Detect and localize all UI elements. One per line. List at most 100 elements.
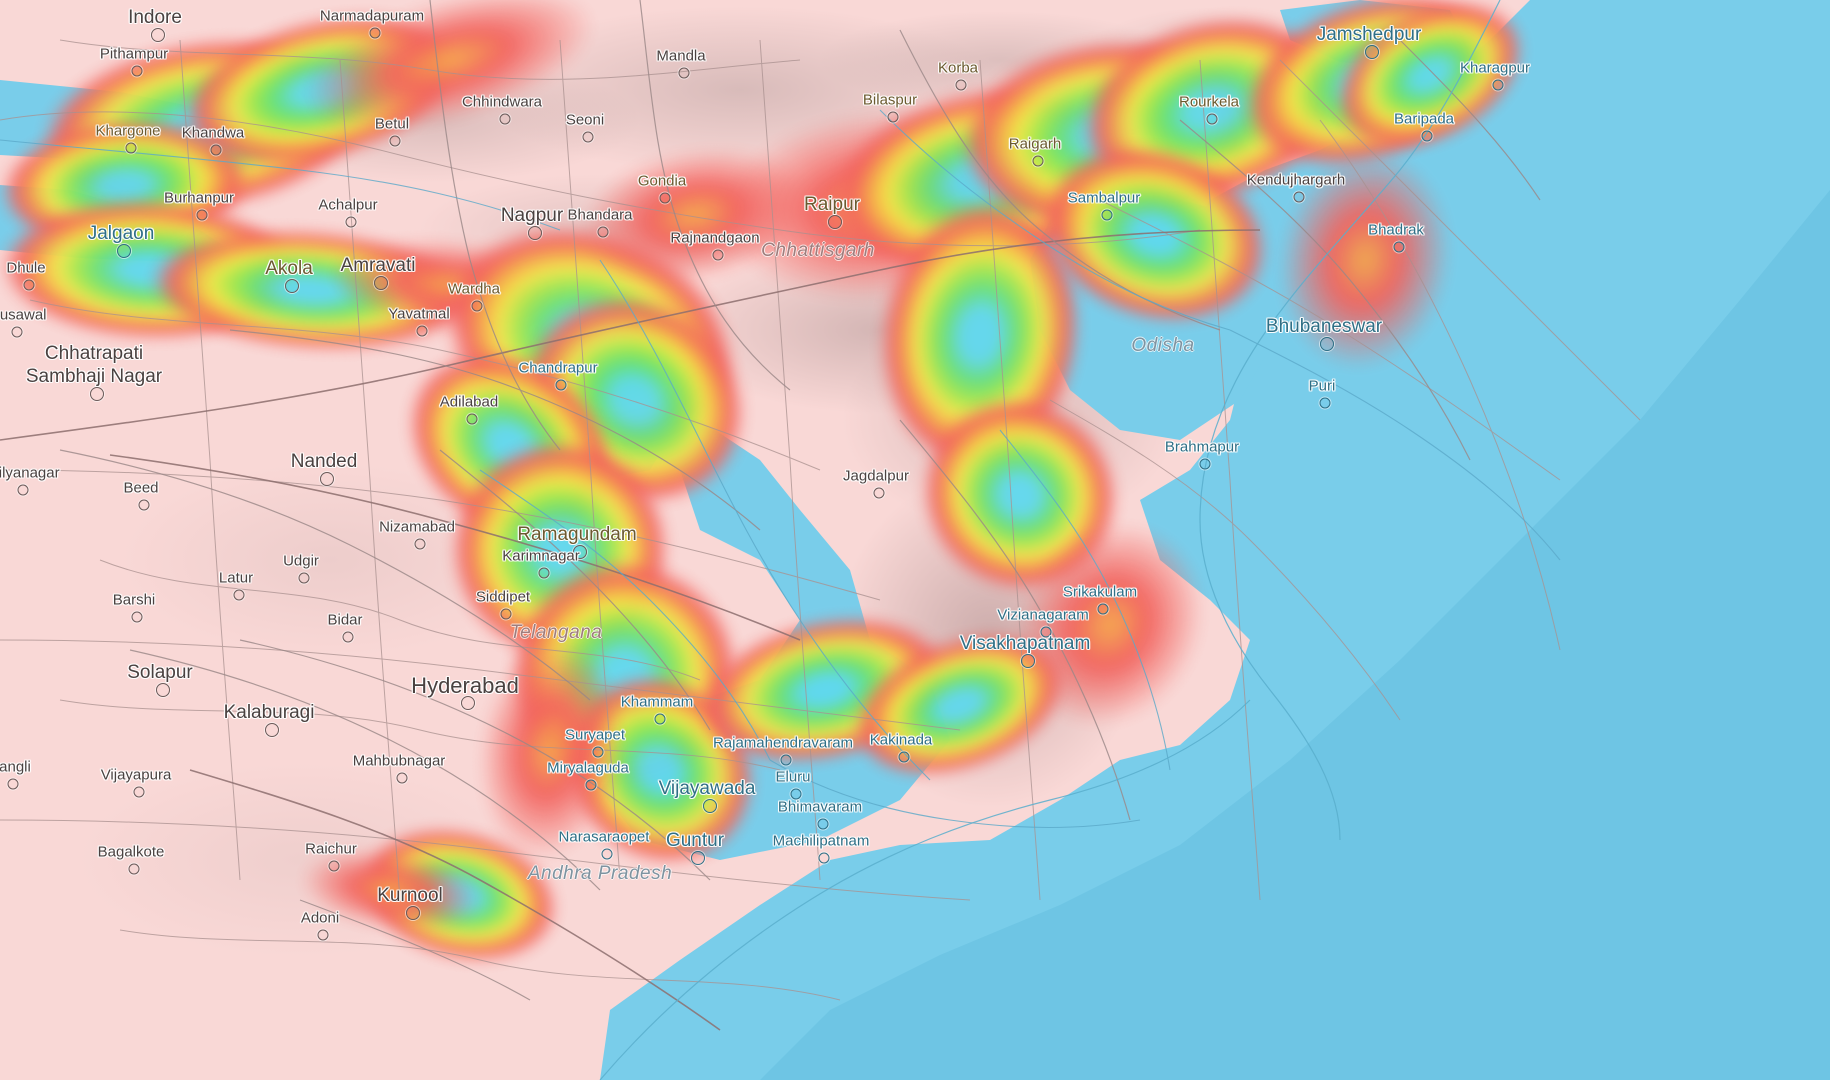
city-marker-icon[interactable] (117, 244, 131, 258)
city-label[interactable]: Adilabad (439, 393, 499, 411)
city-label[interactable]: Raigarh (1008, 135, 1062, 153)
city-label[interactable]: Baripada (1393, 110, 1455, 128)
city-marker-icon[interactable] (1421, 130, 1433, 142)
city-label[interactable]: Wardha (448, 280, 500, 298)
city-marker-icon[interactable] (131, 611, 143, 623)
city-marker-icon[interactable] (285, 279, 299, 293)
city-label[interactable]: Ramagundam (517, 524, 637, 545)
city-label[interactable]: Machilipatnam (772, 832, 870, 850)
city-marker-icon[interactable] (499, 113, 511, 125)
city-label[interactable]: Bilaspur (862, 91, 918, 109)
city-label[interactable]: Indore (128, 7, 182, 28)
city-marker-icon[interactable] (1032, 155, 1044, 167)
city-label[interactable]: Seoni (565, 111, 605, 129)
city-label[interactable]: Chandrapur (518, 359, 598, 377)
city-marker-icon[interactable] (955, 79, 967, 91)
city-label[interactable]: Khandwa (181, 124, 245, 142)
city-marker-icon[interactable] (471, 300, 483, 312)
city-marker-icon[interactable] (345, 216, 357, 228)
city-label[interactable]: Dhule (6, 259, 46, 277)
city-marker-icon[interactable] (461, 696, 475, 710)
city-marker-icon[interactable] (151, 28, 165, 42)
city-label[interactable]: Sambalpur (1067, 189, 1141, 207)
city-marker-icon[interactable] (265, 723, 279, 737)
city-label[interactable]: Vizianagaram (997, 606, 1089, 624)
city-marker-icon[interactable] (233, 589, 245, 601)
city-label[interactable]: Eluru (775, 768, 811, 786)
city-marker-icon[interactable] (659, 192, 671, 204)
city-label[interactable]: Rajnandgaon (670, 229, 760, 247)
city-marker-icon[interactable] (817, 818, 829, 830)
city-label[interactable]: Rajamahendravaram (712, 734, 854, 752)
city-marker-icon[interactable] (374, 276, 388, 290)
city-marker-icon[interactable] (342, 631, 354, 643)
city-label[interactable]: Vijayapura (100, 766, 172, 784)
city-marker-icon[interactable] (528, 226, 542, 240)
city-marker-icon[interactable] (328, 860, 340, 872)
city-marker-icon[interactable] (1293, 191, 1305, 203)
city-label[interactable]: Udgir (283, 552, 319, 570)
city-marker-icon[interactable] (128, 863, 140, 875)
city-marker-icon[interactable] (1492, 79, 1504, 91)
city-marker-icon[interactable] (654, 713, 666, 725)
city-marker-icon[interactable] (828, 215, 842, 229)
city-marker-icon[interactable] (298, 572, 310, 584)
city-marker-icon[interactable] (582, 131, 594, 143)
city-label[interactable]: Raichur (305, 840, 357, 858)
city-marker-icon[interactable] (1040, 626, 1052, 638)
city-marker-icon[interactable] (1097, 603, 1109, 615)
city-marker-icon[interactable] (1199, 458, 1211, 470)
city-marker-icon[interactable] (414, 538, 426, 550)
city-label[interactable]: Betul (374, 115, 410, 133)
city-marker-icon[interactable] (780, 754, 792, 766)
city-label[interactable]: Khammam (620, 693, 694, 711)
city-label[interactable]: Kurnool (377, 885, 443, 906)
city-marker-icon[interactable] (1206, 113, 1218, 125)
city-marker-icon[interactable] (90, 387, 104, 401)
city-label[interactable]: Pithampur (99, 45, 169, 63)
city-label[interactable]: Suryapet (564, 726, 626, 744)
city-marker-icon[interactable] (573, 545, 587, 559)
city-marker-icon[interactable] (500, 608, 512, 620)
city-marker-icon[interactable] (1319, 397, 1331, 409)
city-label[interactable]: Kendujhargarh (1246, 171, 1346, 189)
city-marker-icon[interactable] (691, 851, 705, 865)
city-marker-icon[interactable] (555, 379, 567, 391)
city-marker-icon[interactable] (898, 751, 910, 763)
city-marker-icon[interactable] (678, 67, 690, 79)
city-label[interactable]: Chhindwara (461, 93, 543, 111)
city-label[interactable]: Sangli (0, 758, 31, 776)
city-marker-icon[interactable] (1320, 337, 1334, 351)
city-marker-icon[interactable] (1365, 45, 1379, 59)
city-marker-icon[interactable] (406, 906, 420, 920)
city-label[interactable]: Jamshedpur (1316, 24, 1422, 45)
city-label[interactable]: Narmadapuram (319, 7, 425, 25)
city-label[interactable]: Srikakulam (1062, 583, 1138, 601)
city-label[interactable]: Akola (265, 258, 313, 279)
city-label[interactable]: Chhatrapati (44, 343, 144, 364)
city-marker-icon[interactable] (389, 135, 401, 147)
city-label[interactable]: Bhandara (567, 206, 633, 224)
city-label[interactable]: Puri (1308, 377, 1336, 395)
city-label[interactable]: Amravati (340, 255, 416, 276)
city-marker-icon[interactable] (133, 786, 145, 798)
city-label[interactable]: Korba (937, 59, 979, 77)
city-label[interactable]: Bidar (327, 611, 363, 629)
city-marker-icon[interactable] (703, 799, 717, 813)
city-label[interactable]: Vijayawada (658, 778, 756, 799)
city-label[interactable]: Visakhapatnam (959, 633, 1091, 654)
city-marker-icon[interactable] (585, 779, 597, 791)
city-label[interactable]: Miryalaguda (547, 759, 629, 777)
city-marker-icon[interactable] (7, 778, 19, 790)
city-label[interactable]: Latur (218, 569, 254, 587)
city-marker-icon[interactable] (887, 111, 899, 123)
city-label[interactable]: Bhubaneswar (1265, 316, 1383, 337)
city-marker-icon[interactable] (592, 746, 604, 758)
city-label[interactable]: Nanded (290, 451, 358, 472)
city-marker-icon[interactable] (156, 683, 170, 697)
city-marker-icon[interactable] (320, 472, 334, 486)
city-marker-icon[interactable] (818, 852, 830, 864)
city-marker-icon[interactable] (17, 484, 29, 496)
city-label[interactable]: Nagpur (500, 205, 564, 226)
